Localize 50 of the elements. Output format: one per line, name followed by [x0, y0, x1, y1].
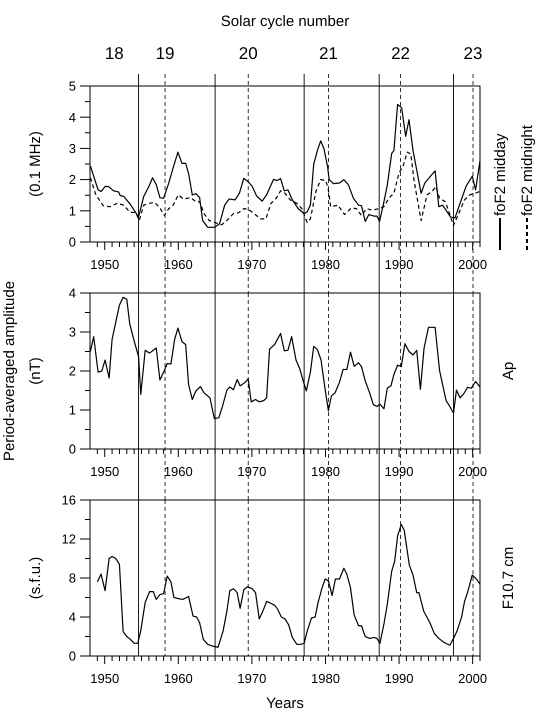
x-tick-label: 1950 [90, 257, 120, 272]
y-tick-label: 0 [68, 234, 76, 250]
text: Period-averaged amplitude [1, 280, 18, 462]
x-tick-label: 1960 [164, 257, 193, 272]
y-tick-label: 3 [68, 140, 76, 156]
y-tick-label: 2 [68, 364, 76, 379]
y-tick-label: 12 [62, 532, 76, 547]
text: 20 [238, 44, 258, 63]
y-axis-title: (nT) [27, 357, 44, 385]
y-tick-label: 16 [62, 492, 76, 508]
y-tick-label: 2 [68, 172, 76, 188]
y-tick-label: 8 [68, 570, 76, 586]
x-tick-label: 1970 [237, 671, 266, 686]
y-axis-title: (s.f.u.) [27, 556, 44, 600]
x-tick-label: 1990 [384, 257, 414, 272]
x-tick-label: 1950 [90, 671, 120, 686]
y-tick-label: 0 [68, 442, 76, 457]
x-tick-label: 1960 [164, 464, 193, 479]
y2-axis-title: F10.7 cm [500, 546, 517, 610]
x-tick-label: 2000 [458, 671, 488, 686]
text: foF2 midnight [519, 124, 536, 216]
chart-title: Solar cycle number [220, 13, 350, 30]
text: 18 [104, 44, 124, 63]
x-axis-title: Years [266, 695, 304, 712]
x-tick-label: 2000 [458, 464, 488, 479]
x-tick-label: 2000 [458, 257, 488, 272]
y-tick-label: 5 [68, 78, 76, 94]
text: 21 [318, 44, 338, 63]
x-tick-label: 1950 [90, 464, 120, 479]
x-tick-label: 1990 [384, 464, 414, 479]
x-tick-label: 1970 [237, 257, 266, 272]
x-tick-label: 1990 [384, 671, 414, 686]
y-tick-label: 1 [68, 402, 76, 418]
x-tick-label: 1980 [311, 464, 340, 479]
y-tick-label: 4 [68, 286, 76, 301]
text: 22 [391, 44, 410, 63]
x-tick-label: 1960 [164, 671, 193, 686]
text: 23 [464, 44, 482, 63]
y-tick-label: 3 [68, 324, 76, 340]
y-axis-title: (0.1 MHz) [27, 131, 44, 197]
y-tick-label: 4 [68, 610, 76, 625]
y2-axis-title: Ap [500, 362, 517, 380]
x-tick-label: 1980 [311, 257, 340, 272]
y-tick-label: 1 [68, 203, 76, 218]
text: 19 [156, 44, 175, 63]
x-tick-label: 1970 [237, 464, 266, 479]
y-tick-label: 0 [68, 648, 76, 664]
text: foF2 midday [492, 132, 509, 216]
y-tick-label: 4 [68, 110, 76, 125]
x-tick-label: 1980 [311, 671, 340, 686]
